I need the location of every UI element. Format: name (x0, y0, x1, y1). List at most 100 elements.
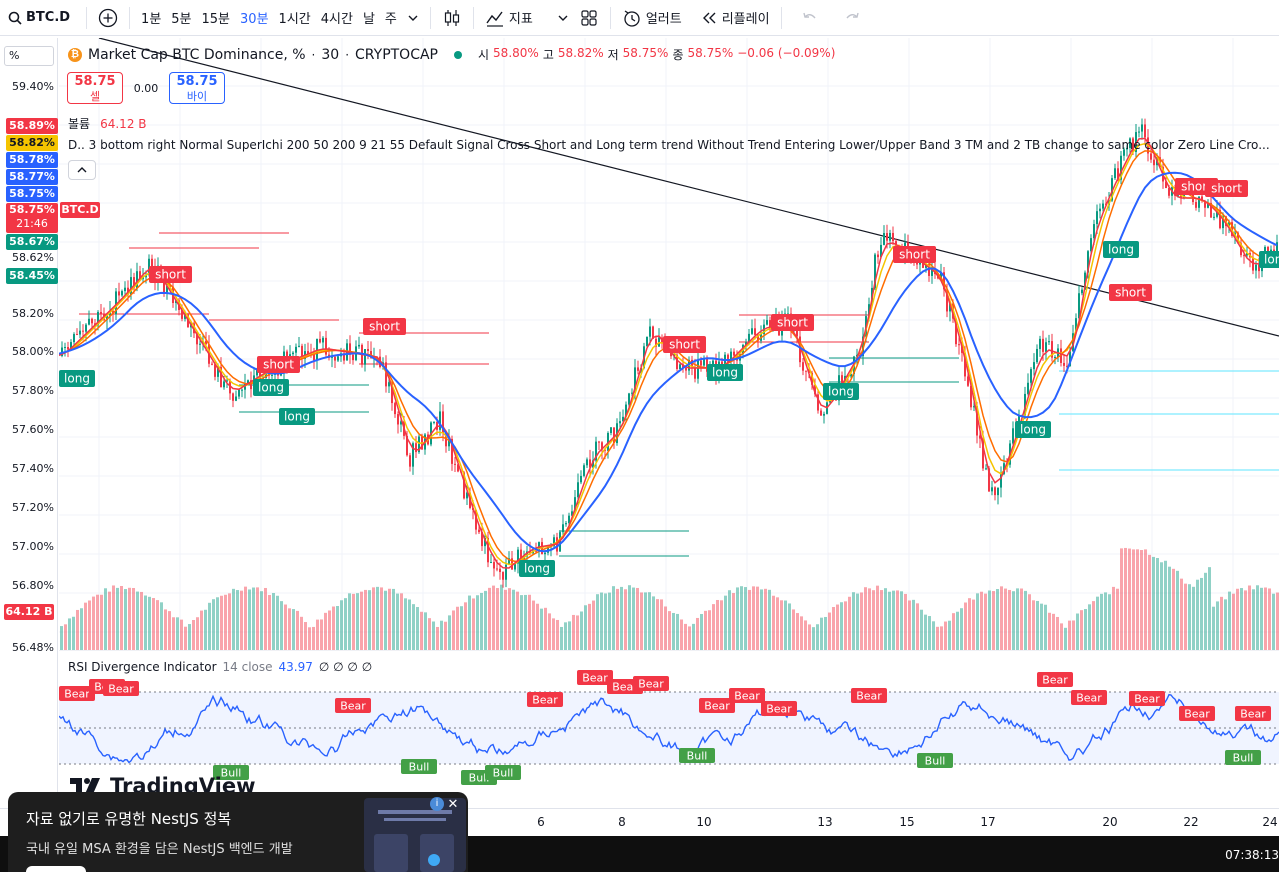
volume-bar (916, 603, 919, 650)
volume-bar (1112, 586, 1115, 650)
interval-week[interactable]: 주 (384, 12, 397, 27)
volume-bar (608, 592, 611, 650)
volume-bar (788, 603, 791, 650)
candle-body (145, 274, 147, 278)
long-label: long (279, 408, 315, 425)
volume-legend[interactable]: 볼륨 64.12 B (68, 116, 147, 132)
interval-1h[interactable]: 1시간 (278, 12, 311, 27)
candle-body (226, 380, 228, 382)
candle-body (1075, 318, 1077, 334)
price-scale-input[interactable]: % (4, 46, 54, 66)
redo-button[interactable] (838, 4, 866, 32)
volume-bar (520, 595, 523, 650)
candle-body (394, 403, 396, 415)
alert-button[interactable]: 얼러트 (617, 4, 687, 32)
indicator-legend[interactable]: D.. 3 bottom right Normal SuperIchi 200 … (68, 138, 1270, 152)
chart-area[interactable]: % 59.40% 58.89% 58.82% 58.78% 58.77% 58.… (0, 38, 1279, 838)
candle-body (1153, 159, 1155, 166)
candle-body (1228, 222, 1230, 227)
candle-body (400, 421, 402, 425)
candle-body (367, 349, 369, 352)
indicators-button[interactable]: 지표 (480, 4, 538, 32)
candle-body (907, 242, 909, 249)
rsi-legend[interactable]: RSI Divergence Indicator 14 close 43.97 … (68, 660, 373, 674)
candle-body (256, 370, 258, 376)
volume-bar (1060, 623, 1063, 650)
buy-button[interactable]: 58.75 바이 (169, 72, 225, 104)
short-label-text: short (777, 316, 808, 330)
interval-4h[interactable]: 4시간 (320, 12, 353, 27)
long-label-text: long (1108, 243, 1134, 257)
candle-body (439, 411, 441, 430)
ad-info-icon[interactable]: i (430, 797, 444, 811)
candle-body (1078, 293, 1080, 319)
ad-image[interactable] (364, 798, 466, 872)
volume-bar (500, 584, 503, 650)
sell-button[interactable]: 58.75 셀 (67, 72, 123, 104)
interval-5m[interactable]: 5분 (171, 12, 192, 27)
interval-1m[interactable]: 1분 (141, 12, 162, 27)
bear-label-box (1179, 706, 1215, 721)
candle-body (217, 366, 219, 377)
interval-15m[interactable]: 15분 (201, 12, 231, 27)
interval-day[interactable]: 날 (362, 12, 375, 27)
short-label: short (149, 266, 192, 283)
candle-body (298, 345, 300, 347)
legend-title[interactable]: Market Cap BTC Dominance, % (88, 46, 306, 63)
bull-label-box (1225, 750, 1261, 765)
candle-body (313, 353, 315, 361)
candle-body (148, 258, 150, 275)
volume-bar (248, 589, 251, 650)
volume-bar (1260, 587, 1263, 650)
price-axis[interactable]: % 59.40% 58.89% 58.82% 58.78% 58.77% 58.… (0, 38, 58, 838)
volume-bar (832, 607, 835, 650)
ad-subtitle[interactable]: 국내 유일 MSA 환경을 담은 NestJS 백엔드 개발 (26, 842, 293, 857)
volume-bar (676, 613, 679, 650)
candle-body (79, 330, 81, 335)
chart-type-button[interactable] (437, 4, 467, 32)
close-icon[interactable]: ✕ (447, 797, 459, 812)
candle-body (307, 351, 309, 354)
candle-body (1066, 365, 1068, 367)
volume-bar (1092, 601, 1095, 650)
volume-bar (920, 609, 923, 650)
volume-bar (492, 585, 495, 650)
candle-body (322, 337, 324, 343)
ad-cta-button[interactable] (26, 866, 86, 872)
candle-body (1135, 132, 1137, 153)
interval-30m[interactable]: 30분 (240, 12, 269, 27)
add-symbol-icon (98, 8, 118, 27)
indicators-dropdown[interactable] (552, 4, 574, 32)
volume-bar (1244, 590, 1247, 650)
undo-button[interactable] (796, 4, 824, 32)
volume-bar (728, 590, 731, 650)
replay-button[interactable]: 리플레이 (695, 4, 775, 32)
ad-title[interactable]: 자료 없기로 유명한 NestJS 정복 (26, 810, 232, 828)
interval-dropdown[interactable] (402, 4, 424, 32)
layout-button[interactable] (574, 4, 604, 32)
volume-bar (1188, 584, 1191, 650)
volume-bar (884, 588, 887, 650)
plot-area[interactable]: short short short short short short short short… (59, 38, 1279, 838)
candle-body (1168, 188, 1170, 196)
volume-bar (256, 587, 259, 650)
short-label-box (363, 318, 406, 335)
volume-bar (108, 591, 111, 650)
candle-body (583, 465, 585, 476)
volume-bar (460, 606, 463, 650)
candle-body (1033, 362, 1035, 370)
short-label-text: short (1211, 182, 1242, 196)
candle-body (1081, 289, 1083, 294)
candle-body (1237, 232, 1239, 244)
main-chart[interactable]: shortshortshortshortshortshortshortshort… (59, 38, 1279, 650)
volume-bar (260, 591, 263, 650)
volume-bar (856, 593, 859, 650)
add-symbol-button[interactable] (93, 4, 123, 32)
candle-body (91, 318, 93, 324)
candle-body (130, 277, 132, 295)
symbol-search[interactable]: BTC.D (0, 0, 80, 36)
bull-label-text: Bull (409, 761, 430, 774)
ad-banner[interactable]: 자료 없기로 유명한 NestJS 정복 국내 유일 MSA 환경을 담은 Ne… (8, 792, 468, 872)
collapse-legend-button[interactable] (68, 160, 96, 180)
